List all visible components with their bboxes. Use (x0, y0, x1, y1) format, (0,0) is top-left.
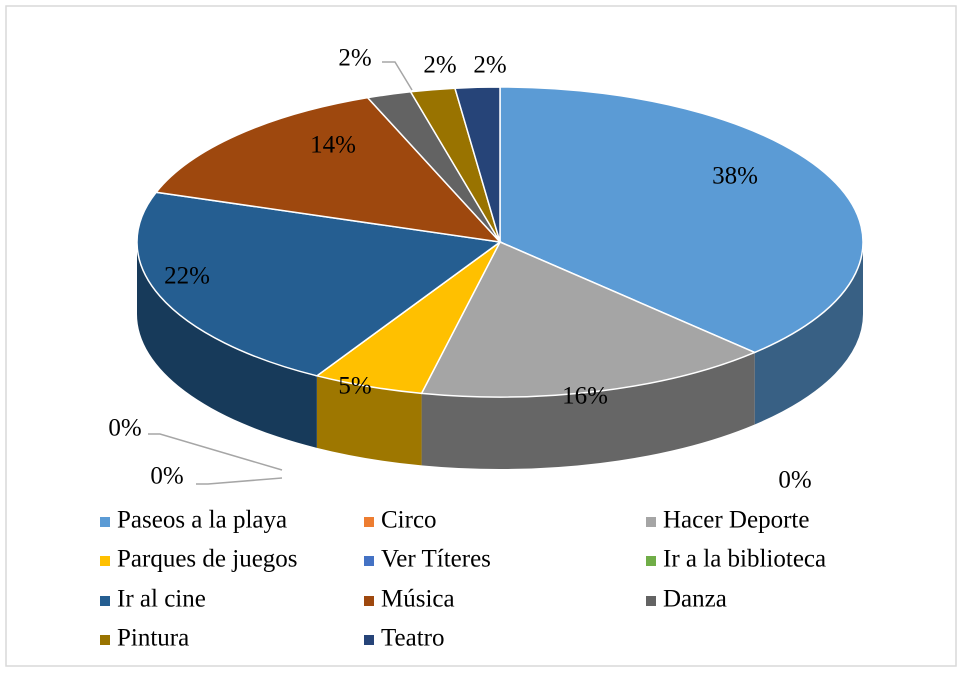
legend-label: Música (381, 586, 455, 613)
data-label: 2% (338, 45, 371, 72)
legend-swatch (646, 517, 656, 527)
legend-item: Ver Títeres (364, 546, 491, 573)
legend-label: Paseos a la playa (117, 507, 287, 534)
leader-line (148, 433, 283, 471)
data-label: 0% (150, 463, 183, 490)
legend-item: Danza (646, 586, 727, 613)
leader-lines (148, 61, 413, 485)
legend-item: Circo (364, 507, 437, 534)
data-label: 22% (164, 263, 210, 290)
legend-label: Circo (381, 507, 437, 534)
pie-slice-side (754, 242, 863, 425)
legend-item: Pintura (100, 625, 189, 652)
leader-line (382, 61, 413, 91)
pie-slice (453, 86, 501, 243)
legend-swatch (100, 635, 110, 645)
data-label: 14% (310, 132, 356, 159)
legend-swatch (646, 556, 656, 566)
legend-swatch (364, 556, 374, 566)
legend-label: Teatro (381, 625, 445, 652)
pie-tops (136, 86, 864, 398)
pie-slice-side (316, 375, 422, 466)
pie-slice (420, 241, 757, 398)
legend-swatch (364, 635, 374, 645)
data-label: 16% (562, 383, 608, 410)
pie-slice-side (421, 352, 755, 469)
legend-swatch (100, 517, 110, 527)
legend-swatch (364, 596, 374, 606)
legend-label: Ver Títeres (381, 546, 491, 573)
legend-label: Parques de juegos (117, 546, 298, 573)
data-label: 5% (338, 373, 371, 400)
legend-item: Ir a la biblioteca (646, 546, 826, 573)
leader-line (196, 477, 283, 485)
legend-label: Hacer Deporte (663, 507, 809, 534)
data-label: 0% (778, 467, 811, 494)
legend-swatch (364, 517, 374, 527)
legend-swatch (646, 596, 656, 606)
data-label: 0% (108, 415, 141, 442)
legend-label: Ir a la biblioteca (663, 546, 826, 573)
data-label: 2% (473, 52, 506, 79)
legend-item: Paseos a la playa (100, 507, 287, 534)
pie-slice (154, 96, 502, 244)
legend-label: Ir al cine (117, 586, 206, 613)
pie-slice (499, 86, 864, 354)
legend-label: Danza (663, 586, 727, 613)
legend-item: Ir al cine (100, 586, 206, 613)
legend-label: Pintura (117, 625, 189, 652)
legend-swatch (100, 596, 110, 606)
legend-item: Teatro (364, 625, 445, 652)
legend-item: Hacer Deporte (646, 507, 809, 534)
legend-item: Música (364, 586, 455, 613)
pie-slice (136, 191, 502, 377)
legend-swatch (100, 556, 110, 566)
data-label: 38% (712, 163, 758, 190)
legend-item: Parques de juegos (100, 546, 298, 573)
data-label: 2% (423, 52, 456, 79)
